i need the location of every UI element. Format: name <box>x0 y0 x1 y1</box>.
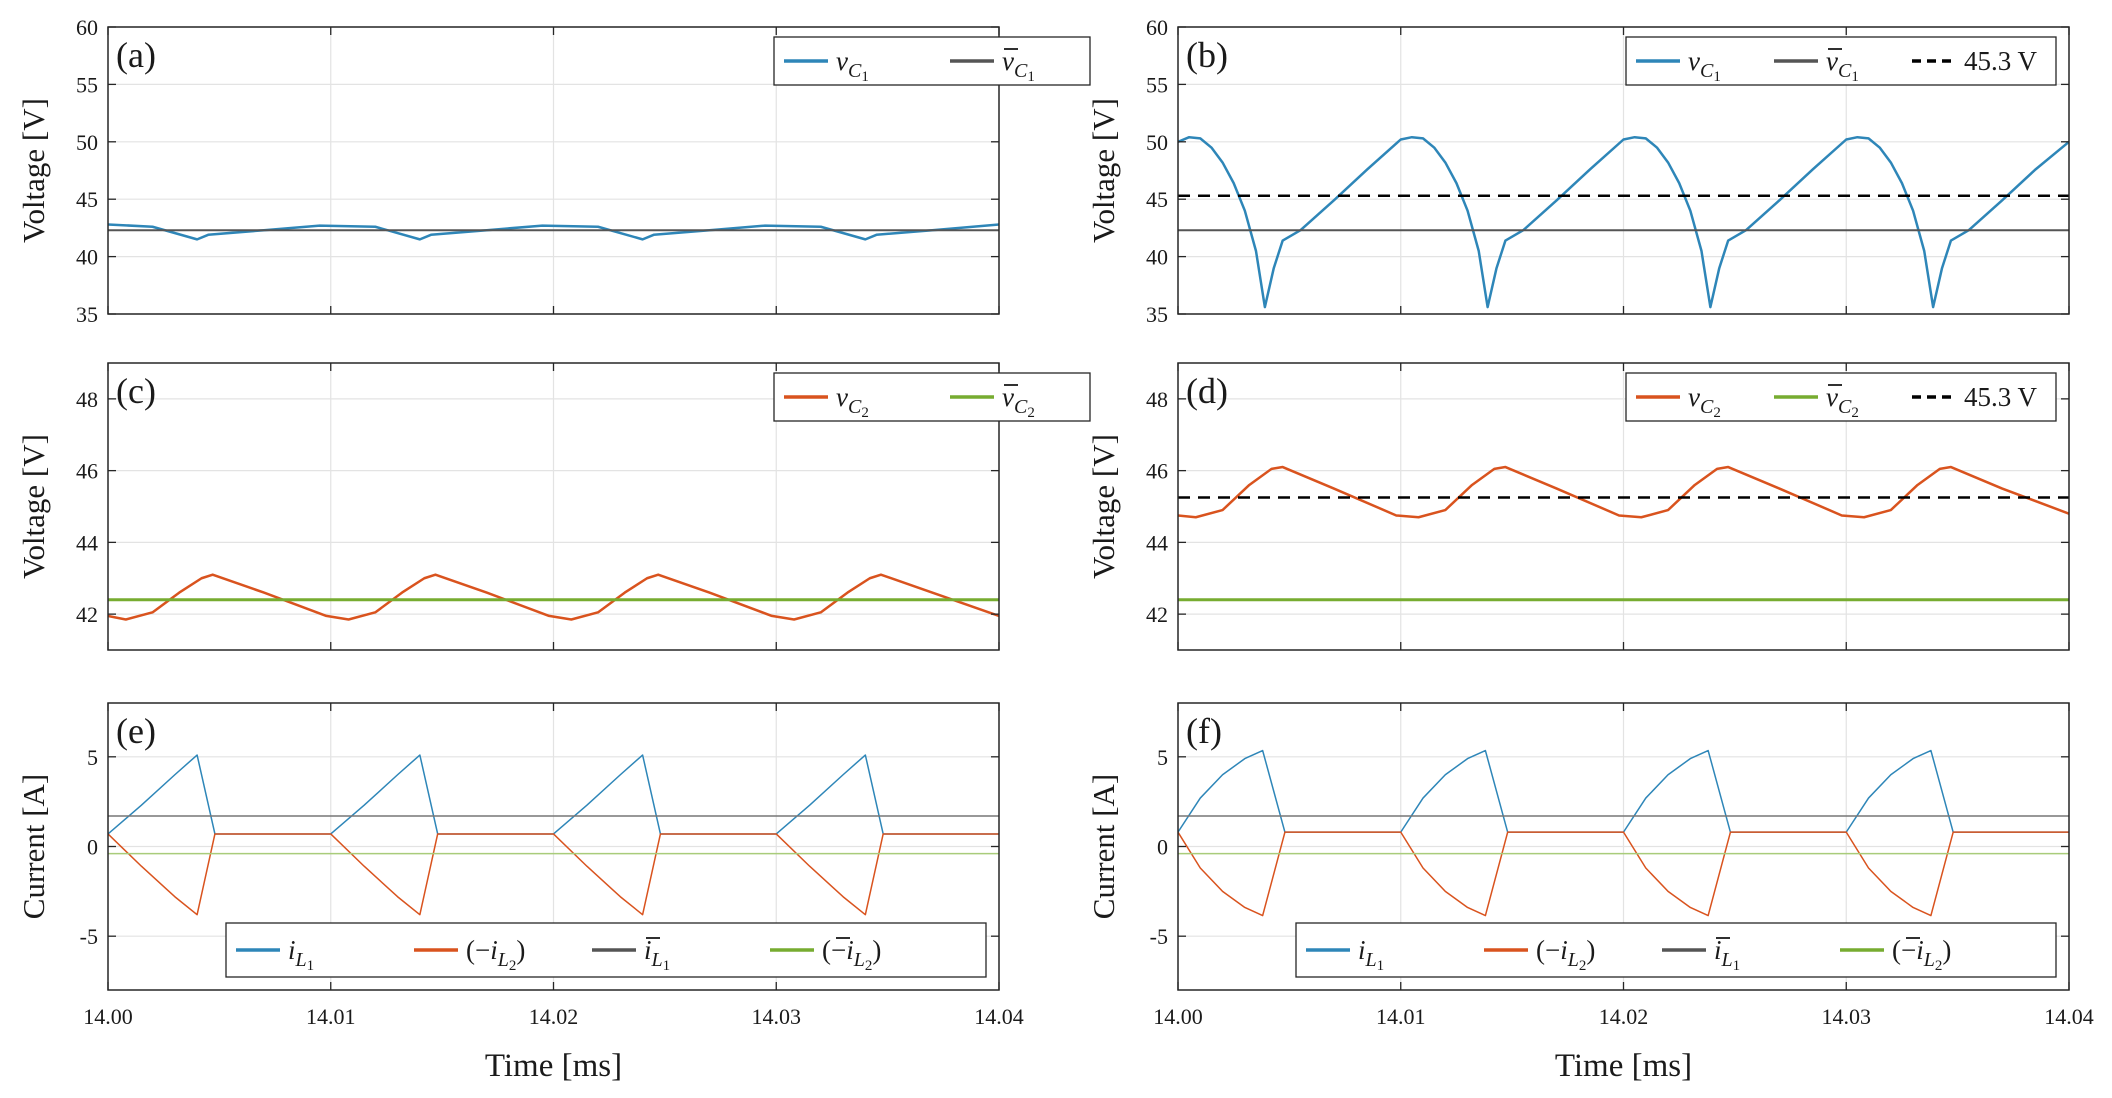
y-tick-label: 46 <box>1146 459 1168 484</box>
panel-c: 42 44 46 48 Voltage [V] (c) vC2 vC2 <box>16 362 1091 651</box>
panel-label: (f) <box>1186 711 1222 751</box>
y-tick-label: 60 <box>1146 15 1168 40</box>
x-tick-label: 14.01 <box>306 1004 356 1029</box>
x-tick-label: 14.02 <box>529 1004 579 1029</box>
panel-label: (c) <box>116 371 156 411</box>
panel-label: (b) <box>1186 35 1228 75</box>
legend: vC1 vC1 <box>773 36 1091 86</box>
y-tick-label: 0 <box>87 835 98 860</box>
legend-item-label: (−iL2) <box>822 935 881 974</box>
y-axis-label: Voltage [V] <box>16 98 51 243</box>
y-tick-label: 44 <box>1146 530 1168 555</box>
panel-label: (d) <box>1186 371 1228 411</box>
y-tick-label: 48 <box>1146 387 1168 412</box>
series--i-l2--line <box>1178 831 2069 917</box>
legend-item-label: vC2 <box>1002 382 1035 421</box>
y-tick-label: 42 <box>1146 602 1168 627</box>
legend-item-label: iL1 <box>288 935 314 974</box>
y-tick-label: 44 <box>76 530 98 555</box>
y-tick-label: 50 <box>1146 130 1168 155</box>
panel-label: (e) <box>116 711 156 751</box>
series-v-c1-line <box>1178 135 2069 309</box>
legend-item-label: iL1 <box>1714 935 1740 974</box>
legend-item-label: vC1 <box>836 46 869 85</box>
x-axis-label: Time [ms] <box>485 1048 622 1084</box>
legend-item-label: iL1 <box>644 935 670 974</box>
legend-item-label: (−iL2) <box>1892 935 1951 974</box>
legend-item-label: iL1 <box>1358 935 1384 974</box>
series--i-l2--line <box>108 833 999 916</box>
legend-item-label: vC1 <box>1002 46 1035 85</box>
panel-d: 42 44 46 48 Voltage [V] (d) vC2 vC2 45.3 V <box>1086 362 2070 651</box>
legend-item-label: vC2 <box>1826 382 1859 421</box>
x-tick-label: 14.04 <box>2044 1004 2094 1029</box>
panel-e: 14.00 14.01 14.02 14.03 14.04 -5 0 5 Current [A]… <box>16 702 1024 1084</box>
panel-a: 35 40 45 50 55 60 Voltage [V] (a) vC1 vC1 <box>16 15 1091 327</box>
x-tick-label: 14.04 <box>974 1004 1024 1029</box>
series-v-c2-line <box>1178 465 2069 519</box>
y-tick-label: 48 <box>76 387 98 412</box>
y-tick-label: 42 <box>76 602 98 627</box>
legend: iL1 (−iL2) iL1 (−iL2) <box>225 922 987 978</box>
y-tick-label: 40 <box>1146 245 1168 270</box>
x-tick-label: 14.03 <box>1822 1004 1872 1029</box>
legend-item-label: vC2 <box>836 382 869 421</box>
x-tick-label: 14.00 <box>1153 1004 1203 1029</box>
series-v-c2-line <box>108 573 999 621</box>
panel-f: 14.00 14.01 14.02 14.03 14.04 -5 0 5 Current [A]… <box>1086 702 2094 1084</box>
legend-item-label: (−iL2) <box>1536 935 1595 974</box>
y-tick-label: 50 <box>76 130 98 155</box>
legend-item-label: vC2 <box>1688 382 1721 421</box>
y-axis-label: Voltage [V] <box>1086 98 1121 243</box>
legend-item-label: 45.3 V <box>1964 382 2038 412</box>
x-tick-label: 14.02 <box>1599 1004 1649 1029</box>
y-axis-label: Voltage [V] <box>1086 434 1121 579</box>
y-tick-label: 40 <box>76 245 98 270</box>
y-tick-label: 35 <box>1146 302 1168 327</box>
y-tick-label: 60 <box>76 15 98 40</box>
legend-item-label: (−iL2) <box>466 935 525 974</box>
x-tick-label: 14.03 <box>752 1004 802 1029</box>
y-axis-label: Current [A] <box>16 774 51 919</box>
y-tick-label: 35 <box>76 302 98 327</box>
legend-box <box>1625 36 2057 86</box>
legend: vC2 vC2 <box>773 372 1091 422</box>
legend-item-label: vC1 <box>1688 46 1721 85</box>
legend: vC2 vC2 45.3 V <box>1625 372 2057 422</box>
panel-b: 35 40 45 50 55 60 Voltage [V] (b) vC1 vC1 45.3 V <box>1086 15 2070 327</box>
y-tick-label: 5 <box>1157 745 1168 770</box>
y-tick-label: 55 <box>76 72 98 97</box>
y-tick-label: 45 <box>1146 187 1168 212</box>
series-v-c1-line <box>108 223 999 241</box>
y-tick-label: -5 <box>1150 924 1168 949</box>
legend-box <box>1625 372 2057 422</box>
legend: iL1 (−iL2) iL1 (−iL2) <box>1295 922 2057 978</box>
y-axis-label: Voltage [V] <box>16 434 51 579</box>
y-tick-label: 46 <box>76 459 98 484</box>
y-tick-label: -5 <box>80 924 98 949</box>
legend-item-label: 45.3 V <box>1964 46 2038 76</box>
panel-label: (a) <box>116 35 156 75</box>
y-tick-label: 5 <box>87 745 98 770</box>
y-tick-label: 55 <box>1146 72 1168 97</box>
x-axis-label: Time [ms] <box>1555 1048 1692 1084</box>
legend-item-label: vC1 <box>1826 46 1859 85</box>
y-tick-label: 0 <box>1157 835 1168 860</box>
y-axis-label: Current [A] <box>1086 774 1121 919</box>
x-tick-label: 14.01 <box>1376 1004 1426 1029</box>
legend: vC1 vC1 45.3 V <box>1625 36 2057 86</box>
y-tick-label: 45 <box>76 187 98 212</box>
x-tick-label: 14.00 <box>83 1004 133 1029</box>
